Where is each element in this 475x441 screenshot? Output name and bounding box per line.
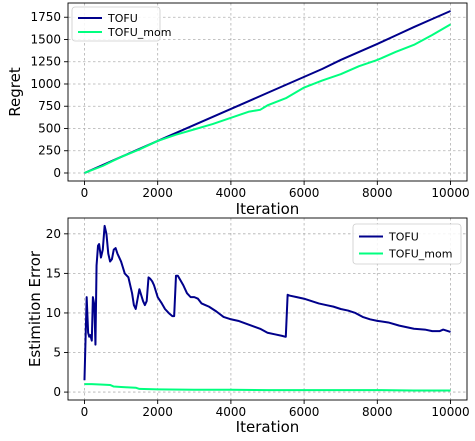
chart-0-ytick-label-5: 1250 — [30, 55, 61, 69]
chart-0-plot-frame — [67, 2, 468, 182]
chart-0-xtick-label-4: 8000 — [362, 186, 393, 200]
chart-0-ytick-label-1: 250 — [38, 144, 61, 158]
chart-1-ylabel: Estimition Error — [26, 250, 44, 367]
chart-1-ytick-label-1: 5 — [53, 346, 61, 360]
chart-0-ytick-label-2: 500 — [38, 121, 61, 135]
chart-1-xtick-label-2: 4000 — [216, 405, 247, 419]
chart-0-xtick-label-1: 2000 — [142, 186, 173, 200]
chart-0-xlabel: Iteration — [236, 200, 300, 218]
chart-0-xtick-label-0: 0 — [81, 186, 89, 200]
chart-1-plot-frame — [67, 217, 468, 401]
chart-1-xtick-label-3: 6000 — [289, 405, 320, 419]
chart-1-xtick-label-4: 8000 — [362, 405, 393, 419]
estimation-error-chart: 0 2000 4000 6000 8000 10000 0 5 10 15 20 Iteration E… — [26, 217, 470, 436]
chart-1-series-line-tofu-mom — [84, 383, 451, 392]
chart-0-series-line-tofu-mom — [84, 23, 452, 174]
chart-1-ytick-label-0: 0 — [53, 385, 61, 399]
chart-0-ytick-label-0: 0 — [53, 166, 61, 180]
chart-1-ytick-label-3: 15 — [46, 266, 61, 280]
chart-1-xtick-label-1: 2000 — [142, 405, 173, 419]
chart-1-ytick-label-4: 20 — [46, 227, 61, 241]
regret-chart: 0 2000 4000 6000 8000 10000 0 250 500 750 1000 1250… — [6, 2, 470, 218]
chart-1-legend-label-0: TOFU — [388, 231, 419, 244]
chart-0-ylabel: Regret — [6, 67, 24, 117]
chart-0-xtick-label-5: 10000 — [431, 186, 469, 200]
chart-0-ytick-label-3: 750 — [38, 99, 61, 113]
chart-1-ytick-label-2: 10 — [46, 306, 61, 320]
chart-1-series-line-tofu — [83, 224, 451, 381]
chart-1-xtick-label-5: 10000 — [431, 405, 469, 419]
chart-1-xlabel: Iteration — [236, 418, 300, 436]
chart-0-ytick-label-7: 1750 — [30, 10, 61, 24]
chart-1-legend: TOFU TOFU_mom — [352, 223, 462, 265]
chart-1-xtick-label-0: 0 — [81, 405, 89, 419]
chart-0-xtick-label-3: 6000 — [289, 186, 320, 200]
chart-0-ytick-label-4: 1000 — [30, 77, 61, 91]
chart-0-ytick-label-6: 1500 — [30, 32, 61, 46]
chart-0-legend-label-0: TOFU — [107, 12, 138, 25]
chart-0-legend-label-1: TOFU_mom — [107, 26, 171, 39]
chart-1-legend-label-1: TOFU_mom — [388, 248, 452, 261]
chart-0-xtick-label-2: 4000 — [216, 186, 247, 200]
